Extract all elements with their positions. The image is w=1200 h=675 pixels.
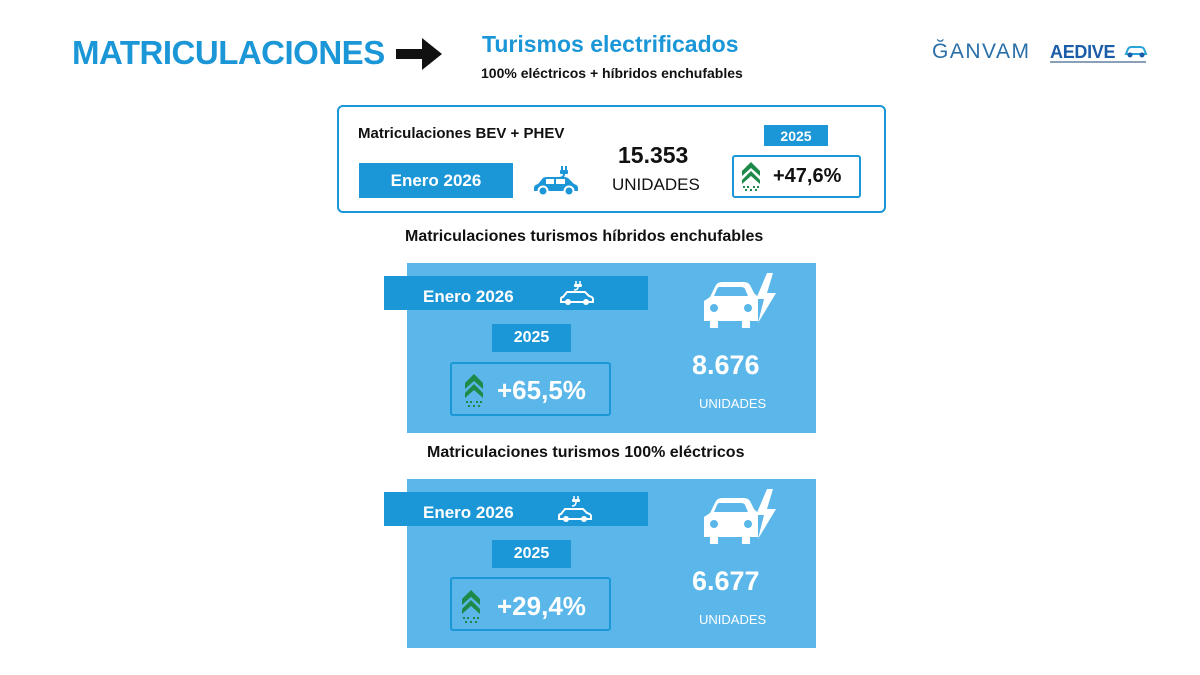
phev-value: 8.676 [692, 350, 760, 380]
phev-period-bar: Enero 2026 [384, 276, 648, 310]
bev-year-badge: 2025 [492, 540, 571, 568]
car-logo-icon [1124, 46, 1148, 58]
summary-label: Matriculaciones BEV + PHEV [358, 125, 565, 142]
summary-period-badge: Enero 2026 [359, 163, 513, 198]
aedive-logo: AEDIVE [1050, 42, 1116, 62]
phev-change-box [450, 362, 611, 416]
car-plug-icon [558, 496, 592, 522]
bev-period-bar: Enero 2026 [384, 492, 648, 526]
car-plug-icon [560, 281, 594, 305]
summary-unit: UNIDADES [612, 175, 700, 194]
aedive-tagline [1050, 61, 1146, 63]
page-subtitle: Turismos electrificados [482, 31, 739, 57]
ganvam-logo: ĞANVAM [932, 40, 1031, 63]
page-subsubtitle: 100% eléctricos + híbridos enchufables [481, 65, 743, 81]
bev-value: 6.677 [692, 566, 760, 596]
bev-period: Enero 2026 [423, 503, 514, 522]
summary-change: +47,6% [773, 165, 842, 187]
bev-unit: UNIDADES [699, 612, 767, 627]
car-lightning-icon [704, 489, 776, 544]
summary-year-badge: 2025 [764, 125, 828, 146]
page-title: MATRICULACIONES [72, 34, 385, 71]
phev-year-badge: 2025 [492, 324, 571, 352]
phev-period: Enero 2026 [423, 287, 514, 306]
bev-section-title: Matriculaciones turismos 100% eléctricos [427, 444, 745, 461]
growth-chevron-icon [465, 374, 483, 407]
phev-change: +65,5% [497, 375, 586, 405]
growth-chevron-icon [462, 590, 480, 623]
car-plug-icon [534, 166, 578, 196]
phev-unit: UNIDADES [699, 396, 767, 411]
bev-change: +29,4% [497, 591, 586, 621]
car-lightning-icon [704, 273, 776, 328]
summary-value: 15.353 [618, 142, 689, 168]
growth-chevron-icon [742, 162, 760, 191]
arrow-right-icon [396, 38, 442, 70]
phev-section-title: Matriculaciones turismos híbridos enchuf… [405, 228, 764, 245]
